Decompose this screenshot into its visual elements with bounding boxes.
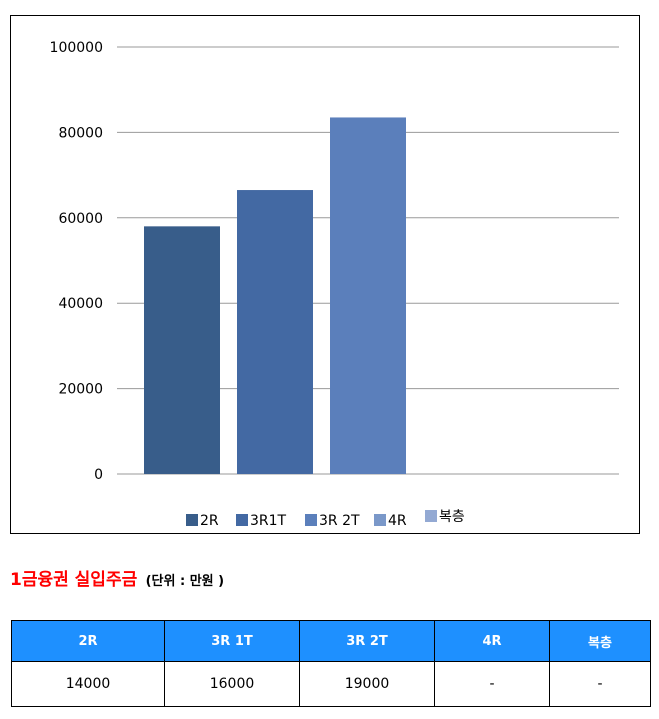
legend-swatch xyxy=(425,510,437,522)
table-cell: 16000 xyxy=(164,661,300,707)
bar-chart: 100000 80000 60000 40000 20000 0 2R 3R1T 3R 2T 4… xyxy=(50,40,619,529)
bar xyxy=(237,190,313,475)
section-title: 1금융권 실입주금 (단위 : 만원 ) xyxy=(10,563,224,591)
legend-swatch xyxy=(374,514,386,526)
table-cell: 14000 xyxy=(11,661,165,707)
bars xyxy=(144,117,406,475)
y-tick-label: 100000 xyxy=(50,40,103,56)
table-header-cell: 4R xyxy=(434,620,550,662)
legend-label: 2R xyxy=(200,513,219,529)
legend-label: 3R1T xyxy=(250,513,287,529)
table-header-cell: 3R 1T xyxy=(164,620,300,662)
table-row: 14000 16000 19000 - - xyxy=(11,661,651,707)
y-axis-ticks: 100000 80000 60000 40000 20000 0 xyxy=(50,40,103,483)
bar xyxy=(330,117,406,474)
y-tick-label: 0 xyxy=(94,467,103,483)
table-header-row: 2R 3R 1T 3R 2T 4R 복층 xyxy=(11,620,651,662)
y-tick-label: 80000 xyxy=(58,125,103,141)
unit-label: (단위 : 만원 ) xyxy=(145,574,225,589)
table-cell: - xyxy=(549,661,651,707)
legend-swatch xyxy=(186,514,198,526)
table-header-cell: 2R xyxy=(11,620,165,662)
y-tick-label: 20000 xyxy=(58,382,103,398)
section-title-text: 1금융권 실입주금 xyxy=(10,570,138,590)
y-tick-label: 40000 xyxy=(58,296,103,312)
table-header-cell: 복층 xyxy=(549,620,651,662)
table-cell: 19000 xyxy=(299,661,435,707)
legend-label: 3R 2T xyxy=(319,513,360,529)
chart-container: 100000 80000 60000 40000 20000 0 2R 3R1T 3R 2T 4… xyxy=(10,15,640,534)
table-cell: - xyxy=(434,661,550,707)
bar xyxy=(144,226,220,474)
legend-label: 4R xyxy=(388,513,407,529)
legend-label: 복층 xyxy=(439,509,465,525)
table-header-cell: 3R 2T xyxy=(299,620,435,662)
price-table: 2R 3R 1T 3R 2T 4R 복층 14000 16000 19000 -… xyxy=(11,620,651,707)
legend-swatch xyxy=(305,514,317,526)
y-tick-label: 60000 xyxy=(58,211,103,227)
legend-swatch xyxy=(236,514,248,526)
legend: 2R 3R1T 3R 2T 4R 복층 xyxy=(186,509,465,529)
